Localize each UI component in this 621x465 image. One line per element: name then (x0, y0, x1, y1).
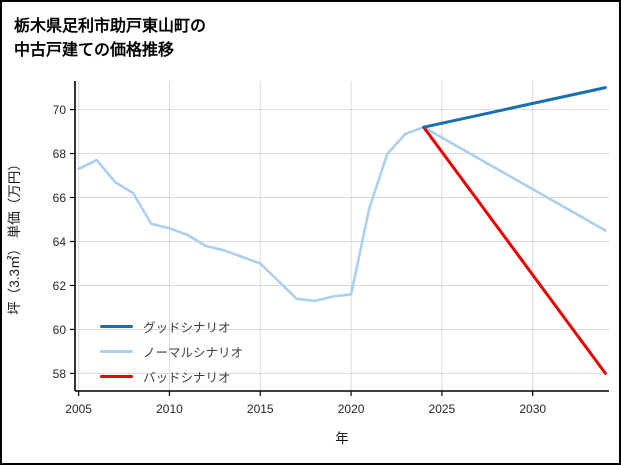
y-tick-label: 66 (53, 191, 67, 205)
series-line-2 (422, 125, 607, 375)
y-tick-label: 70 (53, 103, 67, 117)
y-tick-label: 58 (53, 367, 67, 381)
x-axis-label: 年 (335, 431, 349, 446)
x-tick-label: 2005 (65, 402, 92, 416)
legend-label-bad: バッドシナリオ (143, 371, 231, 385)
chart-svg: 2005 2010 2015 2020 2025 2030 58 60 62 64 66 68 70 年 坪… (7, 81, 609, 446)
legend-item-good: グッドシナリオ (100, 319, 243, 335)
legend-label-good: グッドシナリオ (143, 321, 231, 335)
chart-legend: グッドシナリオ ノーマルシナリオ バッドシナリオ (100, 319, 244, 385)
legend-item-bad: バッドシナリオ (100, 369, 243, 385)
y-tick-label: 64 (53, 235, 67, 249)
legend-item-normal: ノーマルシナリオ (100, 344, 244, 360)
legend-label-normal: ノーマルシナリオ (143, 346, 244, 360)
legend-swatch-normal (100, 350, 133, 353)
y-tick-label: 60 (53, 323, 67, 337)
x-tick-label: 2015 (247, 402, 274, 416)
y-axis-label: 坪（3.3㎡） 単価（万円） (7, 157, 22, 315)
legend-swatch-good (100, 325, 133, 328)
series-line-0 (422, 86, 607, 129)
chart-page: 栃木県足利市助戸東山町の 中古戸建ての価格推移 2005 2010 2015 2020… (2, 2, 619, 459)
chart-title: 栃木県足利市助戸東山町の 中古戸建ての価格推移 (2, 2, 619, 63)
x-tick-label: 2020 (338, 402, 365, 416)
y-tick-label: 68 (53, 147, 67, 161)
x-tick-label: 2025 (429, 402, 456, 416)
y-tick-label: 62 (53, 279, 67, 293)
series-line-1 (77, 125, 607, 303)
chart-title-line1: 栃木県足利市助戸東山町の (14, 18, 207, 35)
x-tick-label: 2030 (519, 402, 546, 416)
legend-swatch-bad (100, 375, 133, 378)
x-tick-label: 2010 (156, 402, 183, 416)
chart-title-line2: 中古戸建ての価格推移 (14, 42, 175, 59)
chart-area: 2005 2010 2015 2020 2025 2030 58 60 62 64 66 68 70 年 坪… (2, 71, 621, 459)
